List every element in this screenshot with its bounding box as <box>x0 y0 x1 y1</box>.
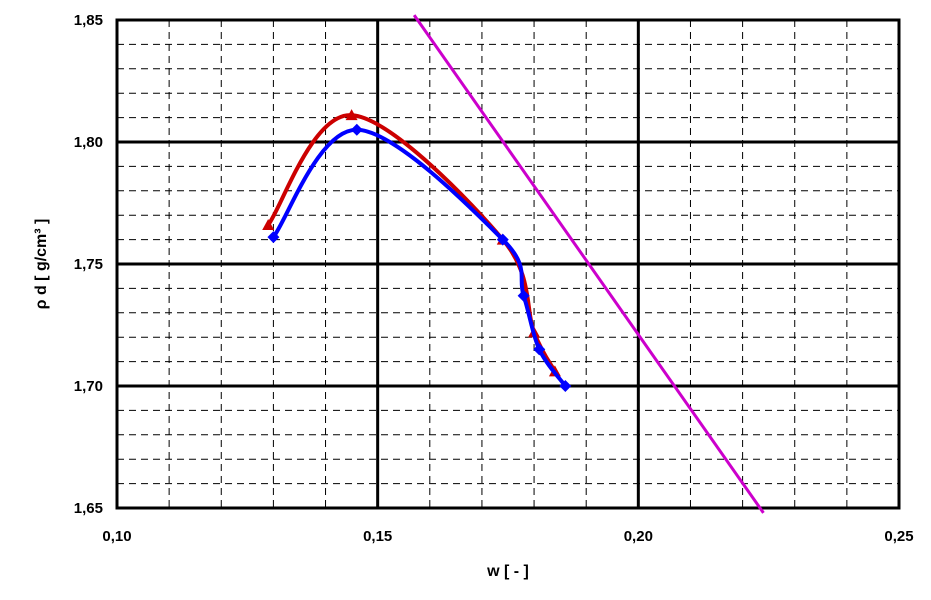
x-tick-label: 0,25 <box>884 528 913 545</box>
x-tick-label: 0,20 <box>624 528 653 545</box>
x-tick-label: 0,15 <box>363 528 392 545</box>
y-tick-label: 1,65 <box>74 500 103 517</box>
series-2-point <box>350 123 363 136</box>
y-tick-labels: 1,65 1,70 1,75 1,80 1,85 <box>74 12 103 517</box>
series-1-point <box>262 218 275 230</box>
series-2-point <box>533 343 546 356</box>
series-2-point <box>517 289 530 302</box>
x-tick-labels: 0,10 0,15 0,20 0,25 <box>102 528 913 545</box>
plot-frame <box>115 18 901 510</box>
series-2-point <box>267 231 280 244</box>
series-2-point <box>496 233 509 246</box>
y-tick-label: 1,70 <box>74 378 103 395</box>
series-2-point <box>559 380 572 392</box>
y-axis-title: ρ d [ g/cm³ ] <box>33 219 50 310</box>
x-axis-title: w [ - ] <box>486 563 529 580</box>
y-tick-label: 1,80 <box>74 134 103 151</box>
x-tick-label: 0,10 <box>102 528 131 545</box>
series-1-point <box>345 109 358 121</box>
y-tick-label: 1,75 <box>74 256 103 273</box>
series-line-3 <box>412 14 765 514</box>
y-tick-label: 1,85 <box>74 12 103 29</box>
series-layer <box>262 14 765 514</box>
